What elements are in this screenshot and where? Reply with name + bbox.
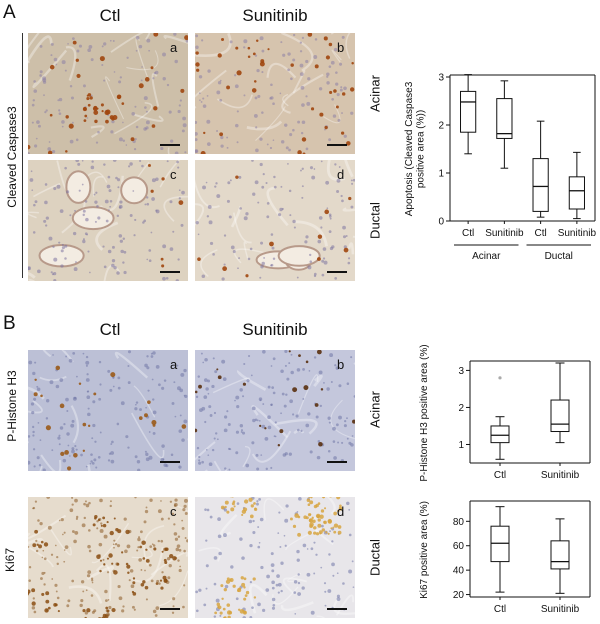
scale-bar bbox=[160, 461, 180, 463]
y-axis-label: Ki67 positive area (%) bbox=[419, 501, 430, 599]
category-label: Ctl bbox=[462, 228, 474, 239]
box-1 bbox=[496, 80, 513, 169]
chart-apoptosis: 0 1 2 3 Apoptosis (Cleaved Caspase3positive … bbox=[404, 73, 597, 263]
category-label: Sunitinib bbox=[558, 228, 597, 239]
panel-b-column-sunitinib: Sunitinib bbox=[242, 320, 308, 339]
scale-bar bbox=[327, 461, 347, 463]
box-2 bbox=[532, 120, 549, 218]
panel-a-row-acinar: Acinar bbox=[367, 75, 383, 112]
box-iqr bbox=[490, 425, 510, 444]
y-tick-label: 80 bbox=[453, 517, 465, 528]
box-0 bbox=[490, 506, 510, 593]
micrograph-a-acinar-sunitinib bbox=[195, 33, 355, 154]
scale-bar bbox=[327, 271, 347, 273]
box-iqr bbox=[460, 90, 477, 133]
chart-ki67: 20 40 60 80 Ki67 positive area (%) Ctl Sunitin… bbox=[419, 500, 591, 615]
category-label: Sunitinib bbox=[541, 604, 580, 615]
panel-letter-b: B bbox=[3, 313, 16, 334]
box-1 bbox=[550, 362, 570, 444]
box-iqr bbox=[550, 399, 570, 433]
micrograph-a-ductal-ctl bbox=[28, 160, 188, 281]
panel-a-row-ductal: Ductal bbox=[367, 202, 383, 239]
category-label: Ctl bbox=[494, 604, 506, 615]
sublabel-b: b bbox=[337, 40, 345, 55]
sublabel-d: d bbox=[337, 504, 345, 519]
scale-bar bbox=[160, 144, 180, 146]
y-tick-label: 1 bbox=[438, 169, 444, 180]
micrograph-b-phistone-sunitinib bbox=[195, 350, 355, 471]
y-tick-label: 20 bbox=[453, 590, 465, 601]
y-tick-label: 0 bbox=[438, 217, 444, 228]
panel-a-row-bracket bbox=[22, 33, 23, 278]
y-tick-label: 3 bbox=[458, 366, 464, 377]
panel-a-row-label: Cleaved Caspase3 bbox=[5, 106, 19, 208]
panel-b-column-ctl: Ctl bbox=[99, 320, 121, 339]
sublabel-c: c bbox=[170, 167, 177, 182]
box-3 bbox=[568, 151, 585, 220]
box-0 bbox=[460, 74, 477, 155]
y-tick-label: 60 bbox=[453, 541, 465, 552]
micrograph-a-ductal-sunitinib bbox=[195, 160, 355, 281]
panel-a-column-ctl: Ctl bbox=[99, 6, 121, 25]
group-label: Acinar bbox=[472, 251, 501, 262]
sublabel-c: c bbox=[170, 504, 177, 519]
micrograph-b-ki67-ctl bbox=[28, 497, 188, 618]
scale-bar bbox=[327, 608, 347, 610]
box-0 bbox=[490, 376, 510, 460]
category-label: Sunitinib bbox=[485, 228, 524, 239]
chart-phistone: 1 2 3 P-Histone H3 positive area (%) Ctl Suni… bbox=[419, 344, 591, 482]
micrograph-b-ki67-sunitinib bbox=[195, 497, 355, 618]
panel-a-column-sunitinib: Sunitinib bbox=[242, 6, 308, 25]
panel-b-row-label-phistone: P-Histone H3 bbox=[5, 370, 19, 442]
category-label: Sunitinib bbox=[541, 470, 580, 481]
scale-bar bbox=[327, 144, 347, 146]
group-label: Ductal bbox=[545, 251, 573, 262]
micrograph-b-phistone-ctl bbox=[28, 350, 188, 471]
box-iqr bbox=[568, 176, 585, 210]
box-iqr bbox=[496, 98, 513, 139]
micrograph-a-acinar-ctl bbox=[28, 33, 188, 154]
sublabel-a: a bbox=[170, 40, 178, 55]
y-tick-label: 2 bbox=[438, 121, 444, 132]
y-axis-label: P-Histone H3 positive area (%) bbox=[419, 344, 430, 481]
category-label: Ctl bbox=[494, 470, 506, 481]
scale-bar bbox=[160, 271, 180, 273]
box-iqr bbox=[550, 540, 570, 570]
scale-bar bbox=[160, 608, 180, 610]
panel-b-row-label-ki67: Ki67 bbox=[3, 547, 17, 573]
box-iqr bbox=[532, 158, 549, 212]
panel-letter-a: A bbox=[3, 2, 16, 23]
panel-b-row-acinar: Acinar bbox=[367, 391, 383, 428]
panel-b-row-ductal: Ductal bbox=[367, 539, 383, 576]
sublabel-d: d bbox=[337, 167, 345, 182]
y-axis-label: Apoptosis (Cleaved Caspase3positive area… bbox=[404, 81, 427, 216]
outlier-point bbox=[498, 376, 502, 380]
y-tick-label: 1 bbox=[458, 440, 464, 451]
box-1 bbox=[550, 518, 570, 594]
y-tick-label: 40 bbox=[453, 566, 465, 577]
y-tick-label: 2 bbox=[458, 403, 464, 414]
sublabel-a: a bbox=[170, 357, 178, 372]
sublabel-b: b bbox=[337, 357, 345, 372]
y-tick-label: 3 bbox=[438, 73, 444, 84]
category-label: Ctl bbox=[535, 228, 547, 239]
